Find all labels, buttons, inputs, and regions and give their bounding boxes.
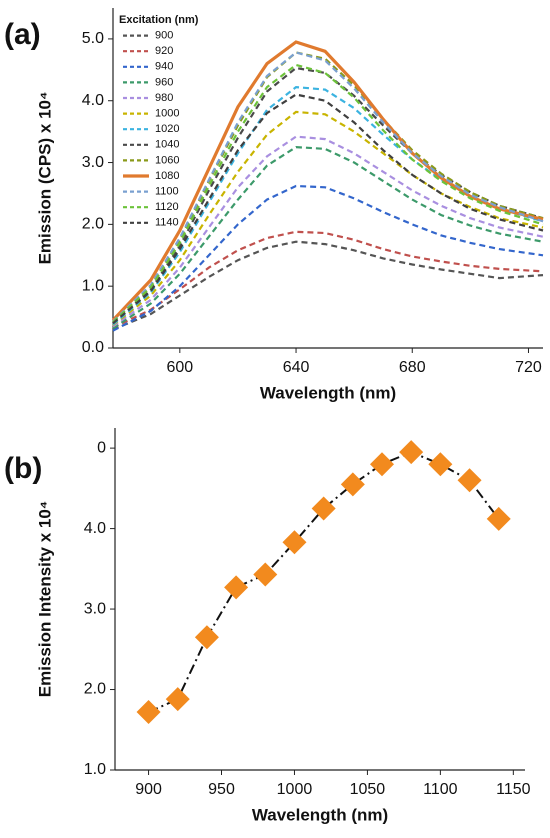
- y-tick-label: 3.0: [82, 154, 104, 171]
- connector-line: [148, 451, 500, 714]
- series-line: [112, 110, 544, 326]
- series-line: [111, 40, 544, 322]
- x-axis-label: Wavelength (nm): [252, 805, 388, 824]
- y-tick-label: 0: [97, 439, 106, 456]
- y-tick-label: 2.0: [84, 681, 106, 698]
- x-tick-label: 1150: [496, 781, 531, 798]
- legend-label: 1000: [155, 108, 179, 120]
- marker: [399, 440, 424, 465]
- y-tick-label: 3.0: [84, 600, 106, 617]
- y-tick-label: 0.0: [82, 339, 104, 356]
- marker: [340, 472, 365, 497]
- x-tick-label: 900: [135, 781, 162, 798]
- marker: [165, 687, 190, 712]
- y-tick-label: 4.0: [82, 92, 104, 109]
- marker: [253, 562, 278, 587]
- legend-label: 900: [155, 30, 173, 42]
- marker: [311, 496, 336, 521]
- y-axis-label: Emission (CPS) x 10⁴: [35, 92, 54, 265]
- marker: [282, 530, 307, 555]
- x-tick-label: 1000: [277, 781, 313, 798]
- x-axis-label: Wavelength (nm): [260, 383, 396, 402]
- legend-label: 940: [155, 61, 173, 73]
- y-tick-label: 5.0: [82, 30, 104, 47]
- x-tick-label: 720: [515, 359, 542, 376]
- legend-label: 1100: [155, 186, 179, 198]
- legend-label: 1060: [155, 154, 179, 166]
- series-line: [112, 135, 544, 328]
- legend-label: 1080: [155, 170, 179, 182]
- series-line: [112, 240, 544, 331]
- y-tick-label: 1.0: [84, 761, 106, 778]
- marker: [457, 468, 482, 493]
- x-tick-label: 680: [399, 359, 426, 376]
- panel-label: (a): [4, 18, 41, 51]
- series-line: [112, 63, 544, 323]
- marker: [136, 700, 161, 725]
- y-tick-label: 4.0: [84, 520, 106, 537]
- marker: [194, 625, 219, 650]
- legend-label: 980: [155, 92, 173, 104]
- y-tick-label: 1.0: [82, 277, 104, 294]
- marker: [486, 506, 511, 531]
- x-tick-label: 600: [166, 359, 193, 376]
- marker: [224, 575, 249, 600]
- legend-label: 1140: [155, 217, 179, 229]
- legend-label: 1040: [155, 139, 179, 151]
- series-line: [112, 145, 544, 330]
- series-line: [112, 66, 544, 325]
- legend-title: Excitation (nm): [119, 14, 199, 26]
- legend-label: 1020: [155, 123, 179, 135]
- marker: [370, 452, 395, 477]
- legend-label: 960: [155, 76, 173, 88]
- x-tick-label: 640: [283, 359, 310, 376]
- x-tick-label: 1100: [423, 781, 458, 798]
- marker: [428, 452, 453, 477]
- y-axis-label: Emission Intensity x 10⁴: [35, 501, 54, 697]
- x-tick-label: 1050: [350, 781, 386, 798]
- y-tick-label: 2.0: [82, 216, 104, 233]
- series-line: [112, 184, 544, 332]
- legend-label: 1120: [155, 201, 179, 213]
- panel-label: (b): [4, 452, 42, 485]
- x-tick-label: 950: [208, 781, 235, 798]
- legend-label: 920: [155, 45, 173, 57]
